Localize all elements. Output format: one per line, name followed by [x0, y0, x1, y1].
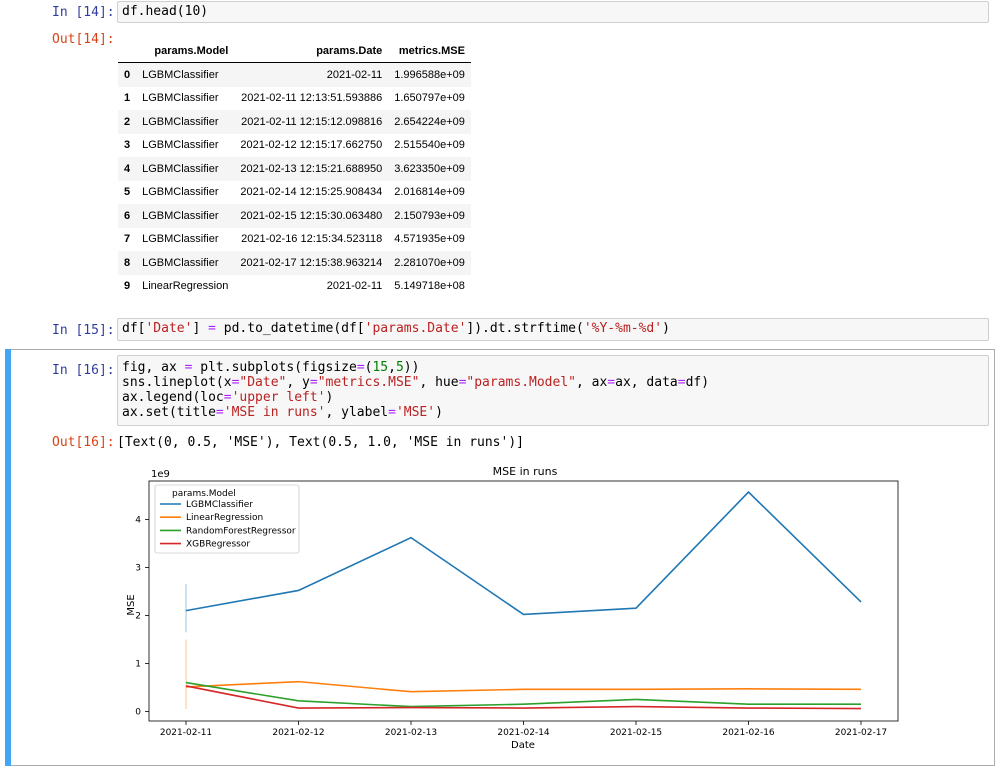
cell-model: LGBMClassifier	[142, 92, 219, 105]
cell-mse: 3.623350e+09	[394, 162, 465, 175]
cell-date: 2021-02-17 12:15:38.963214	[240, 256, 383, 269]
legend-label: LinearRegression	[186, 513, 263, 523]
table-row: 4 LGBMClassifier 2021-02-13 12:15:21.68895…	[118, 157, 471, 181]
cell-mse: 2.281070e+09	[394, 256, 465, 269]
x-tick-label: 2021-02-13	[385, 728, 437, 738]
selected-cell-indicator	[5, 349, 11, 766]
table-row: 2 LGBMClassifier 2021-02-11 12:15:12.09881…	[118, 110, 471, 134]
x-tick-label: 2021-02-16	[722, 728, 775, 738]
cell-date: 2021-02-11 12:13:51.593886	[241, 92, 383, 105]
legend-label: RandomForestRegressor	[186, 526, 296, 536]
cell-mse: 4.571935e+09	[394, 233, 465, 246]
x-tick-label: 2021-02-12	[272, 728, 324, 738]
y-tick-label: 0	[135, 707, 141, 717]
cell-date: 2021-02-11 12:15:12.098816	[241, 115, 383, 128]
legend-label: LGBMClassifier	[186, 500, 253, 510]
cell-model: LGBMClassifier	[142, 139, 219, 152]
cell15-in-prompt: In [15]:	[52, 323, 115, 338]
chart-title: MSE in runs	[493, 465, 558, 478]
y-axis-label: MSE	[126, 594, 137, 615]
series-line	[185, 680, 862, 693]
table-row: 1 LGBMClassifier 2021-02-11 12:13:51.59388…	[118, 87, 471, 111]
cell-model: LinearRegression	[142, 280, 229, 293]
dataframe-table: params.Model params.Date metrics.MSE 0 LG…	[118, 40, 471, 298]
x-axis-ticks: 2021-02-11 2021-02-12 2021-02-13 2021-02-14…	[160, 721, 887, 738]
y-tick-label: 2	[135, 611, 141, 621]
cell15-code[interactable]: df['Date'] = pd.to_datetime(df['params.D…	[117, 318, 989, 341]
table-row: 6 LGBMClassifier 2021-02-15 12:15:30.06348…	[118, 204, 471, 228]
cell-date: 2021-02-12 12:15:17.662750	[240, 139, 383, 152]
cell14-code[interactable]: df.head(10)	[117, 1, 989, 23]
x-axis-label: Date	[511, 740, 535, 751]
table-col-header: params.Date	[234, 40, 389, 63]
series-line	[185, 685, 862, 710]
cell-model: LGBMClassifier	[142, 256, 219, 269]
y-tick-label: 4	[135, 515, 141, 525]
cell-date: 2021-02-14 12:15:25.908434	[240, 186, 383, 199]
y-offset-label: 1e9	[151, 469, 170, 480]
x-tick-label: 2021-02-15	[610, 728, 662, 738]
series-line	[185, 490, 862, 616]
cell-date: 2021-02-11	[326, 68, 383, 81]
cell-model: LGBMClassifier	[142, 68, 219, 81]
table-row: 8 LGBMClassifier 2021-02-17 12:15:38.96321…	[118, 251, 471, 275]
cell16-output-text: [Text(0, 0.5, 'MSE'), Text(0.5, 1.0, 'MS…	[117, 435, 524, 450]
row-index: 0	[124, 68, 131, 81]
cell-model: LGBMClassifier	[142, 209, 219, 222]
y-tick-label: 3	[135, 563, 141, 573]
cell14-in-prompt: In [14]:	[52, 5, 115, 20]
chart-legend: params.Model LGBMClassifier LinearRegress…	[154, 484, 300, 554]
cell14-code-text: df.head(10)	[122, 4, 209, 19]
cell-date: 2021-02-15 12:15:30.063480	[240, 209, 383, 222]
legend-title: params.Model	[172, 489, 236, 499]
cell-model: LGBMClassifier	[142, 162, 219, 175]
cell16-code[interactable]: fig, ax = plt.subplots(figsize=(15,5)) s…	[117, 355, 989, 426]
x-tick-label: 2021-02-11	[160, 728, 212, 738]
cell16-in-prompt: In [16]:	[52, 363, 115, 378]
cell-date: 2021-02-16 12:15:34.523118	[241, 233, 383, 246]
cell-mse: 1.650797e+09	[394, 92, 465, 105]
y-axis-ticks: 0 1 2 3 4	[135, 515, 149, 717]
cell-model: LGBMClassifier	[142, 233, 219, 246]
row-index: 5	[124, 186, 131, 199]
series-lines-layer	[185, 490, 862, 710]
cell-date: 2021-02-13 12:15:21.688950	[240, 162, 383, 175]
row-index: 1	[124, 92, 131, 105]
series-line	[185, 681, 861, 708]
table-row: 3 LGBMClassifier 2021-02-12 12:15:17.66275…	[118, 134, 471, 158]
cell-model: LGBMClassifier	[142, 186, 219, 199]
table-row: 0 LGBMClassifier 2021-02-11 1.996588e+09	[118, 62, 471, 87]
table-row: 9 LinearRegression 2021-02-11 5.149718e+08	[118, 275, 471, 299]
row-index: 3	[124, 139, 131, 152]
cell16-out-prompt: Out[16]:	[52, 435, 115, 450]
legend-label: XGBRegressor	[186, 540, 250, 550]
legend-items: LGBMClassifier LinearRegression RandomFore…	[160, 500, 296, 550]
legend-box	[154, 484, 300, 554]
cell-model: LGBMClassifier	[142, 115, 219, 128]
cell-mse: 2.654224e+09	[394, 115, 465, 128]
table-header-row: params.Model params.Date metrics.MSE	[118, 40, 471, 63]
table-col-header: params.Model	[136, 40, 235, 63]
x-tick-label: 2021-02-14	[497, 728, 550, 738]
table-col-header: metrics.MSE	[388, 40, 471, 63]
row-index: 4	[124, 162, 131, 175]
cell-mse: 2.150793e+09	[394, 209, 465, 222]
row-index: 8	[124, 256, 131, 269]
x-tick-label: 2021-02-17	[835, 728, 887, 738]
table-row: 7 LGBMClassifier 2021-02-16 12:15:34.52311…	[118, 228, 471, 252]
cell-mse: 2.016814e+09	[394, 186, 465, 199]
cell14-out-prompt: Out[14]:	[52, 32, 115, 47]
table-index-header	[118, 40, 137, 63]
table-row: 5 LGBMClassifier 2021-02-14 12:15:25.90843…	[118, 181, 471, 205]
row-index: 6	[124, 209, 131, 222]
cell-mse: 2.515540e+09	[394, 139, 465, 152]
cell-date: 2021-02-11	[326, 280, 383, 293]
y-tick-label: 1	[135, 659, 141, 669]
row-index: 9	[124, 280, 131, 293]
cell-mse: 1.996588e+09	[394, 68, 465, 81]
row-index: 2	[124, 115, 131, 128]
cell-mse: 5.149718e+08	[394, 280, 465, 293]
row-index: 7	[124, 233, 131, 246]
